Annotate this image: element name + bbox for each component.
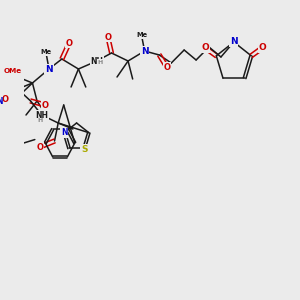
Text: O: O (66, 38, 73, 47)
Text: N: N (45, 64, 53, 74)
Text: Me: Me (41, 49, 52, 55)
Text: OMe: OMe (4, 68, 22, 74)
Text: Me: Me (136, 32, 147, 38)
Text: O: O (163, 62, 170, 71)
Text: N: N (141, 46, 148, 56)
Text: O: O (36, 142, 43, 152)
Text: N: N (230, 38, 238, 46)
Text: O: O (2, 94, 8, 103)
Text: O: O (104, 32, 111, 41)
Text: O: O (258, 43, 266, 52)
Text: NH: NH (90, 56, 103, 65)
Text: O: O (42, 100, 49, 109)
Text: H: H (98, 59, 103, 64)
Text: NH: NH (35, 110, 48, 119)
Text: N: N (0, 97, 3, 106)
Text: S: S (81, 145, 87, 154)
Text: N: N (61, 128, 68, 137)
Text: H: H (37, 118, 42, 124)
Text: O: O (201, 43, 209, 52)
